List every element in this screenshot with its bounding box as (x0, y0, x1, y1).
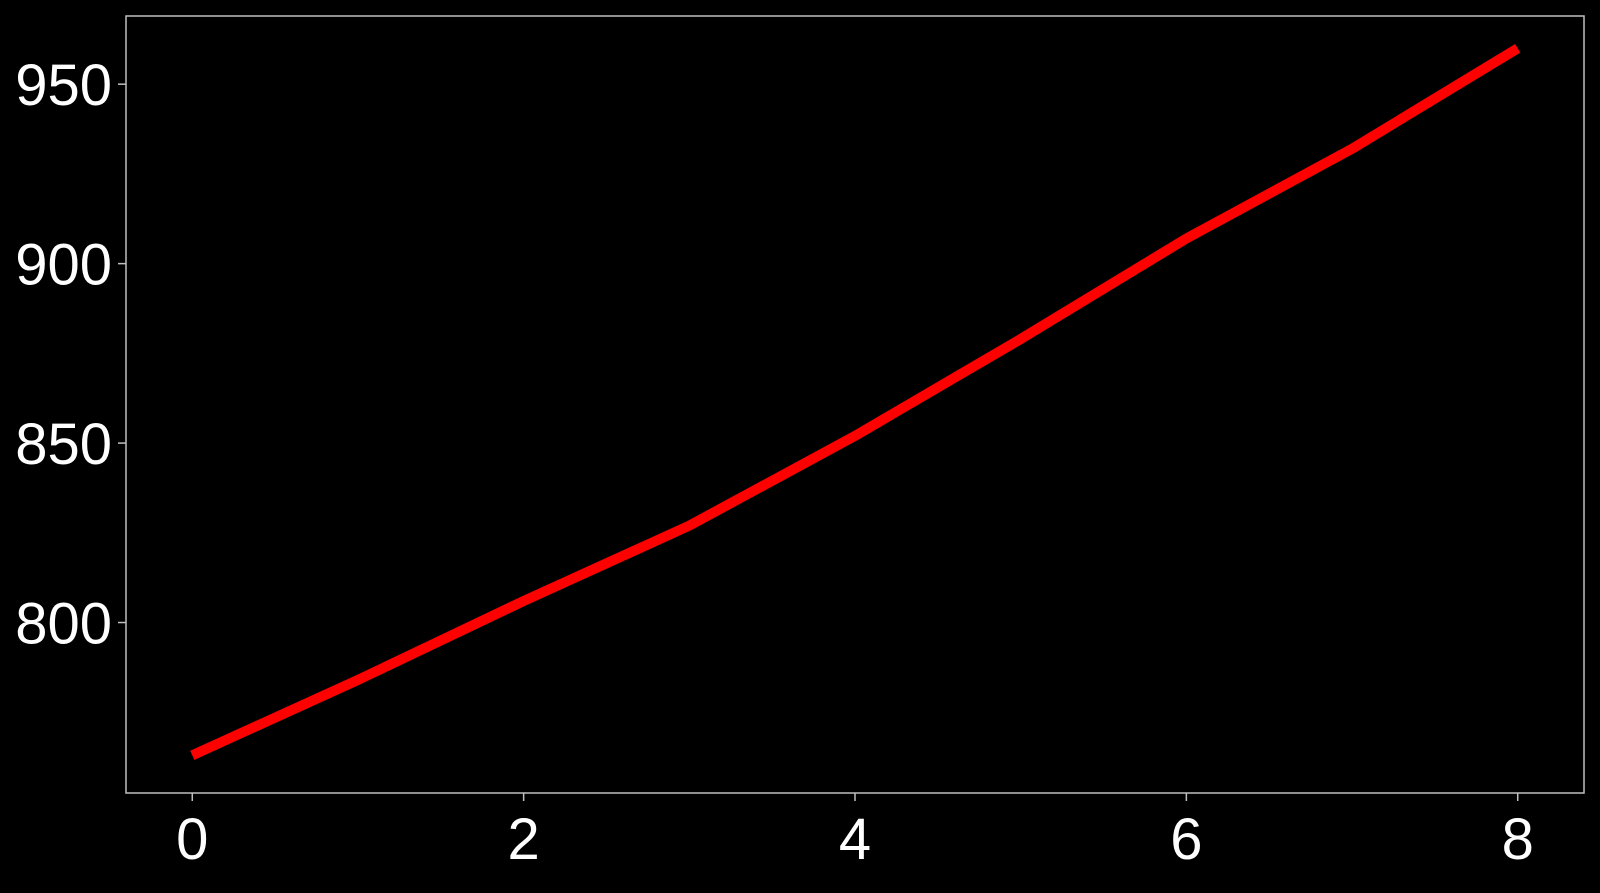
x-tick-label: 6 (1170, 807, 1202, 872)
x-tick-label: 2 (508, 807, 540, 872)
y-tick-label: 950 (15, 53, 112, 118)
x-tick-label: 0 (176, 807, 208, 872)
y-tick-label: 900 (15, 233, 112, 298)
x-tick-label: 8 (1502, 807, 1534, 872)
x-tick-label: 4 (839, 807, 871, 872)
series-line (190, 44, 1521, 760)
y-tick-label: 800 (15, 592, 112, 657)
y-tick-label: 850 (15, 412, 112, 477)
series-layer (190, 44, 1521, 760)
axes-layer: 0 2 4 6 8 800 850 900 950 (15, 15, 1585, 872)
